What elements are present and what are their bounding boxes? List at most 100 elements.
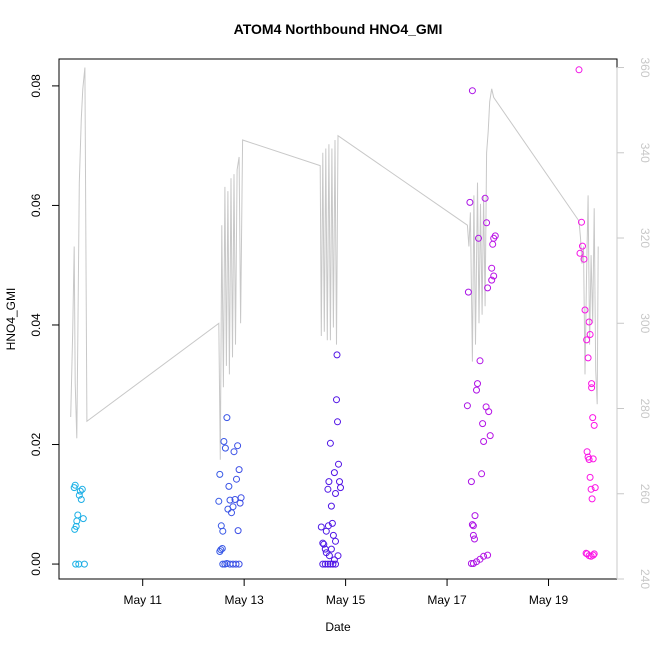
data-point [473,386,480,394]
data-point [319,539,327,547]
data-point [74,511,82,519]
data-point [486,432,494,440]
y-axis: 0.00 0.02 0.04 0.06 0.08 [29,74,60,576]
data-point [464,288,472,296]
data-point [217,546,225,554]
data-point [329,560,337,568]
secondary-line-layer [70,67,599,460]
y2-tick-label: 240 [638,569,650,589]
x-tick-label: May 17 [427,593,467,607]
y2-tick-label: 280 [638,398,650,418]
data-point [474,380,481,388]
data-point [589,455,597,463]
data-point [335,460,342,468]
data-point [590,421,598,429]
data-point [220,438,228,445]
data-point [580,255,588,263]
x-tick-label: May 13 [224,593,264,607]
data-point [586,473,594,481]
data-point [327,545,335,553]
data-point [581,306,589,314]
x-tick-label: May 19 [529,593,569,607]
data-point [79,515,87,523]
y2-tick-label: 300 [638,313,650,333]
data-point [234,442,242,450]
data-point [330,469,338,477]
data-point [219,560,227,568]
data-point [583,336,591,344]
data-point [469,531,477,539]
data-point [80,560,88,568]
data-point [327,502,335,510]
data-point [235,466,243,474]
y-tick-label: 0.06 [29,193,43,217]
data-point [336,478,343,486]
data-point [77,496,85,503]
data-point [584,354,592,362]
y-tick-label: 0.08 [29,74,43,98]
data-point [71,481,79,489]
data-point [219,527,227,535]
x-tick-label: May 15 [326,593,366,607]
data-point [575,66,583,74]
data-point [326,439,334,447]
data-point [471,535,478,543]
data-point [480,552,488,560]
data-point [332,560,339,568]
data-point [337,484,344,492]
data-point [225,482,233,490]
data-point [325,552,333,560]
y-axis-label: HNO4_GMI [4,288,18,351]
data-point [484,551,492,559]
data-point [320,540,328,548]
data-point [489,240,497,248]
data-point [72,560,80,568]
data-point [221,444,229,452]
data-point [237,494,245,502]
data-point [324,485,332,493]
data-point [233,475,240,483]
x-axis: May 11 May 13 May 15 May 17 May 19 [123,578,569,607]
data-point [475,234,482,242]
data-point [482,403,490,411]
data-point [488,264,496,272]
data-point [490,272,498,280]
data-point [332,490,339,497]
data-point [325,478,333,486]
data-point [326,560,334,568]
data-point [333,396,340,404]
data-point [491,232,499,240]
data-point [334,552,342,560]
y2-tick-label: 260 [638,484,650,504]
data-point [332,537,339,545]
scatter-points [70,66,599,568]
data-point [76,487,84,495]
data-point [588,380,596,388]
data-point [484,284,492,292]
data-point [585,456,593,463]
data-point [317,523,325,531]
data-point [324,522,332,530]
data-point [588,495,596,503]
data-point [488,276,496,284]
data-point [72,522,80,530]
data-point [469,522,477,530]
data-point [232,560,240,568]
data-point [334,418,341,426]
secondary-y-axis: 240 260 280 300 320 340 360 [616,58,650,589]
y2-tick-label: 320 [638,228,650,248]
data-point [235,560,243,568]
data-point [468,87,476,95]
data-point [75,491,83,499]
data-point [230,448,238,456]
data-point [473,558,480,566]
data-point [223,414,231,422]
data-point [591,484,599,492]
data-point [481,194,489,202]
data-point [479,420,487,428]
data-point [231,496,239,503]
data-point [588,384,596,392]
data-point [578,218,585,226]
data-point [329,531,337,539]
data-point [330,556,338,564]
